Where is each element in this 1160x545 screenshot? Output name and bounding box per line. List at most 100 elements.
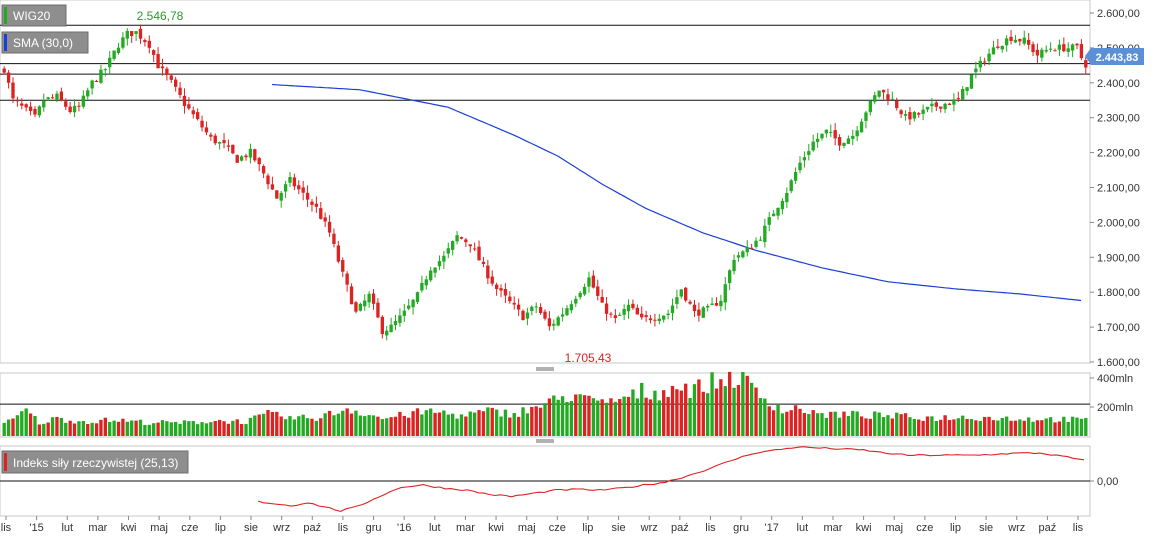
volume-bar — [134, 420, 138, 436]
volume-bar — [244, 424, 248, 436]
volume-bar — [710, 372, 714, 436]
volume-bar — [701, 391, 705, 436]
candle-body — [596, 286, 600, 296]
candle-body — [200, 120, 204, 128]
candle-body — [50, 97, 55, 99]
legend-sma[interactable]: SMA (30,0) — [1, 31, 89, 54]
volume-bar — [596, 400, 600, 436]
volume-bar — [33, 415, 37, 436]
candle-body — [222, 140, 226, 144]
candle-body — [341, 260, 345, 272]
volume-bar — [1066, 421, 1070, 436]
volume-bar — [890, 418, 895, 436]
volume-bar — [42, 423, 46, 436]
candle-body — [767, 217, 771, 225]
candle-body — [288, 176, 292, 183]
candle-body — [235, 155, 239, 163]
candle-body — [464, 239, 468, 243]
candle-body — [125, 31, 129, 39]
legend-wig20[interactable]: WIG20 — [1, 4, 67, 27]
volume-bar — [411, 411, 415, 436]
volume-bar — [824, 417, 829, 436]
candle-body — [956, 98, 960, 100]
volume-bar — [279, 416, 283, 436]
candle-body — [1018, 39, 1022, 42]
candle-body — [371, 293, 376, 304]
candle-body — [939, 106, 943, 109]
volume-bar — [2, 422, 6, 436]
candle-body — [116, 47, 121, 53]
volume-bar — [125, 421, 129, 436]
resize-handle-volume[interactable] — [536, 439, 554, 443]
volume-bar — [983, 416, 987, 436]
candle-body — [424, 279, 428, 286]
volume-bar — [934, 421, 938, 436]
candle-body — [15, 99, 20, 102]
candle-body — [969, 74, 974, 89]
volume-bar — [204, 423, 209, 436]
candle-body — [429, 270, 433, 281]
resize-handle-price[interactable] — [536, 367, 554, 371]
volume-bar — [55, 416, 59, 436]
candle-body — [613, 315, 618, 318]
volume-bar — [508, 417, 512, 436]
candle-body — [499, 288, 503, 291]
volume-bar — [732, 387, 736, 436]
candle-body — [877, 90, 881, 97]
candle-body — [983, 61, 987, 63]
candle-body — [1084, 60, 1088, 68]
candle-body — [1022, 37, 1026, 44]
price-y-tick-label: 1.700,00 — [1097, 322, 1140, 334]
candle-body — [28, 106, 33, 111]
volume-bar — [200, 422, 204, 436]
volume-bar — [965, 418, 969, 436]
candle-body — [978, 60, 982, 68]
candle-body — [134, 31, 138, 34]
candle-body — [442, 255, 446, 262]
candle-body — [925, 106, 930, 110]
legend-sma-label: SMA (30,0) — [13, 36, 73, 50]
x-tick-label: '15 — [29, 522, 43, 534]
volume-bar — [574, 394, 578, 436]
candle-body — [112, 50, 116, 59]
volume-bar — [305, 418, 310, 436]
candle-body — [618, 314, 622, 316]
candle-body — [873, 95, 877, 102]
max-price-label: 2.546,78 — [137, 9, 184, 23]
candle-body — [363, 300, 367, 307]
legend-rsi[interactable]: Indeks siły rzeczywistej (25,13) — [1, 450, 189, 474]
candle-body — [626, 304, 631, 312]
volume-bar — [1044, 418, 1048, 436]
volume-bar — [165, 421, 169, 436]
candle-body — [6, 72, 11, 83]
volume-bar — [99, 419, 103, 436]
volume-bar — [481, 411, 486, 436]
candle-body — [899, 110, 903, 115]
volume-bar — [46, 422, 50, 436]
candle-body — [415, 292, 420, 302]
price-y-tick-label: 1.800,00 — [1097, 287, 1140, 299]
volume-bar — [978, 420, 982, 436]
candle-body — [653, 319, 657, 321]
volume-bar — [943, 415, 947, 436]
candle-body — [587, 277, 591, 287]
volume-bar — [556, 399, 560, 436]
candle-body — [323, 217, 327, 222]
candle-body — [675, 297, 679, 304]
candle-body — [292, 177, 297, 187]
volume-bar — [64, 422, 68, 436]
volume-bar — [174, 421, 178, 436]
volume-bar — [991, 420, 996, 436]
candle-body — [912, 112, 916, 119]
candle-body — [301, 187, 305, 193]
candle-body — [947, 103, 952, 105]
candle-body — [837, 137, 842, 146]
volume-bar — [11, 418, 15, 436]
volume-bar — [152, 423, 156, 436]
volume-bar — [59, 417, 64, 436]
candle-body — [670, 305, 675, 314]
candle-body — [560, 314, 565, 317]
x-tick-label: paź — [1038, 522, 1056, 534]
volume-bar — [657, 400, 661, 436]
candle-body — [248, 148, 253, 158]
